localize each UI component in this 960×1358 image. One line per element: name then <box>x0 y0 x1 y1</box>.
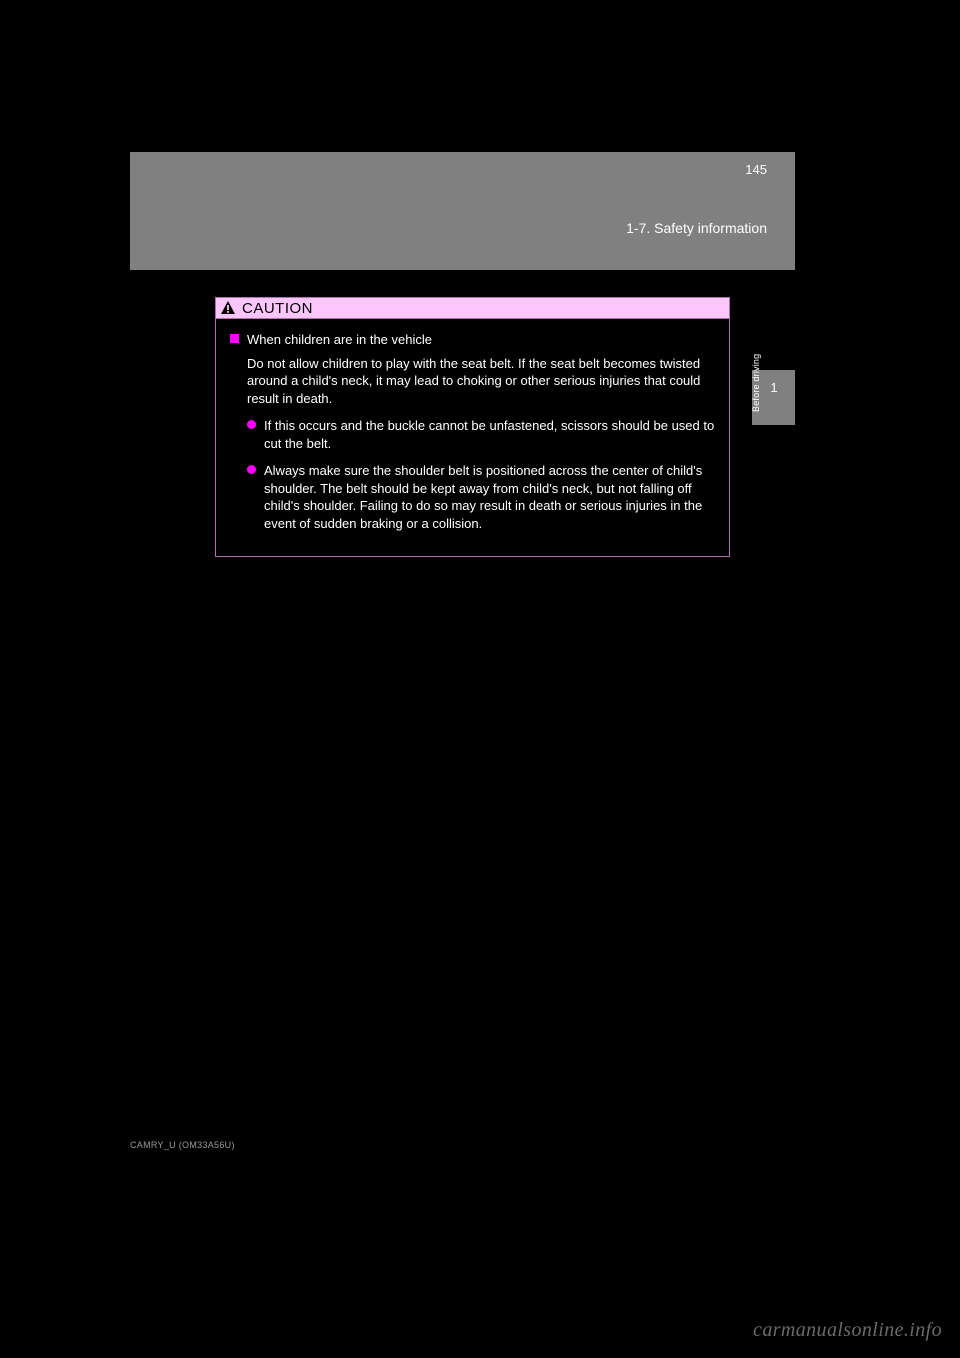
caution-heading-row: When children are in the vehicle <box>230 331 715 349</box>
header-band: 145 1-7. Safety information <box>130 152 795 270</box>
caution-heading: When children are in the vehicle <box>247 331 432 349</box>
manual-page: 145 1-7. Safety information 1 Before dri… <box>130 152 795 1162</box>
round-bullet-icon <box>247 420 256 429</box>
section-title: 1-7. Safety information <box>626 220 767 236</box>
watermark: carmanualsonline.info <box>753 1319 942 1342</box>
caution-intro: Do not allow children to play with the s… <box>247 355 715 408</box>
caution-bullet-item: If this occurs and the buckle cannot be … <box>247 417 715 452</box>
caution-bullet-item: Always make sure the shoulder belt is po… <box>247 462 715 532</box>
chapter-number: 1 <box>760 380 788 395</box>
chapter-tab: 1 Before driving <box>752 370 795 425</box>
warning-triangle-icon <box>220 300 236 316</box>
footer-doc-code: CAMRY_U (OM33A56U) <box>130 1140 235 1150</box>
square-bullet-icon <box>230 334 239 343</box>
caution-bullet-text: Always make sure the shoulder belt is po… <box>264 462 715 532</box>
chapter-label: Before driving <box>751 292 761 412</box>
round-bullet-icon <box>247 465 256 474</box>
caution-box: CAUTION When children are in the vehicle… <box>215 297 730 557</box>
caution-body: When children are in the vehicle Do not … <box>215 319 730 557</box>
caution-header: CAUTION <box>215 297 730 319</box>
page-number: 145 <box>745 162 767 177</box>
caution-bullet-text: If this occurs and the buckle cannot be … <box>264 417 715 452</box>
caution-label: CAUTION <box>242 300 313 317</box>
